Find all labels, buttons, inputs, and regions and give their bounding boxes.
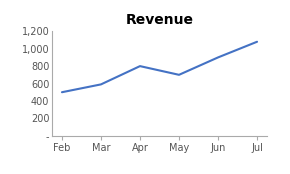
Title: Revenue: Revenue <box>126 13 193 27</box>
